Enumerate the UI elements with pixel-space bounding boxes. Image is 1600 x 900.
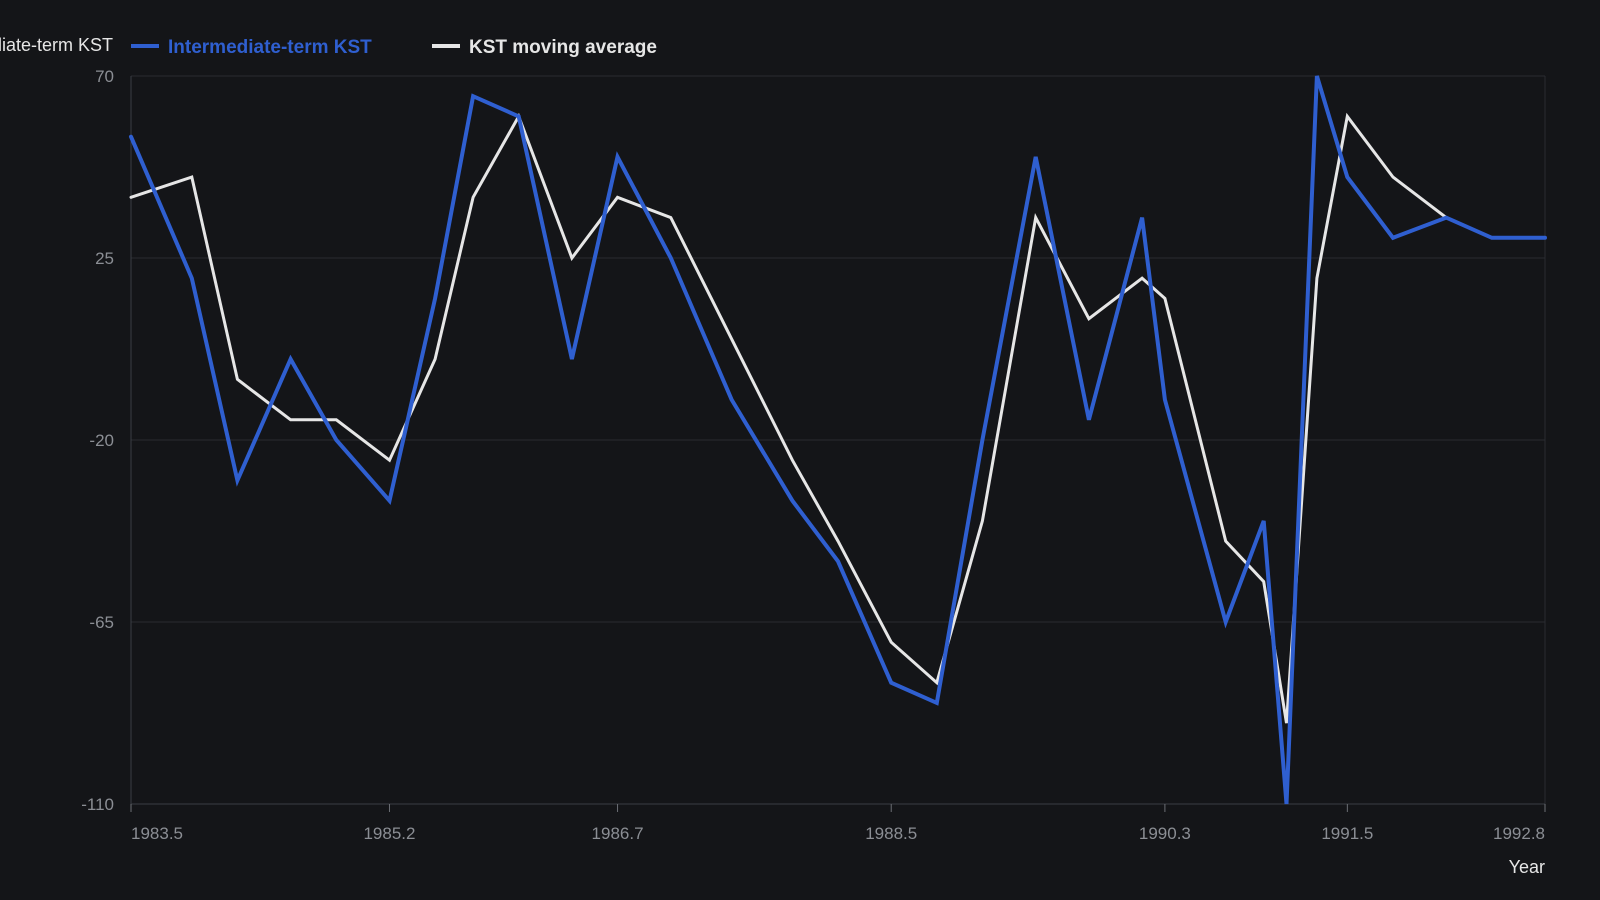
y-tick-label: -110	[81, 795, 114, 814]
y-tick-label: -65	[89, 613, 114, 632]
x-tick-label: 1985.2	[363, 824, 415, 843]
series-line-intermediate-kst	[129, 75, 1547, 805]
y-tick-label: 70	[95, 67, 114, 86]
y-tick-label: 25	[95, 249, 114, 268]
legend-label-moving-average: KST moving average	[469, 37, 657, 58]
series-layer	[129, 75, 1547, 805]
x-tick-label: 1983.5	[131, 824, 183, 843]
x-axis-title: Year	[1509, 857, 1545, 877]
y-axis-title: Intermediate-term KST	[0, 35, 113, 55]
legend-label-intermediate-kst: Intermediate-term KST	[168, 37, 372, 58]
legend: Intermediate-term KST Intermediate-term …	[0, 35, 657, 58]
axis-layer: 70 25 -20 -65 -110 1983.5 1985.2 1986.7 1988.5 19…	[81, 67, 1546, 843]
x-tick-label: 1988.5	[865, 824, 917, 843]
series-line-moving-average	[129, 112, 1547, 724]
x-tick-label: 1986.7	[592, 824, 644, 843]
y-tick-label: -20	[89, 431, 114, 450]
x-tick-label: 1991.5	[1321, 824, 1373, 843]
x-tick-label: 1990.3	[1139, 824, 1191, 843]
x-tick-label: 1992.8	[1493, 824, 1545, 843]
